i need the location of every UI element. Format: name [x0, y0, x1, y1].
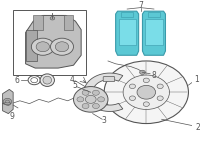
Text: 6: 6 — [15, 76, 19, 85]
Circle shape — [104, 61, 188, 123]
Polygon shape — [84, 73, 123, 111]
Circle shape — [82, 103, 89, 109]
Text: 2: 2 — [196, 123, 200, 132]
Polygon shape — [3, 89, 13, 114]
Polygon shape — [26, 15, 81, 68]
FancyBboxPatch shape — [26, 30, 37, 61]
Circle shape — [5, 100, 9, 103]
Circle shape — [92, 103, 99, 109]
Circle shape — [129, 84, 135, 89]
Polygon shape — [64, 15, 73, 30]
FancyBboxPatch shape — [13, 10, 86, 75]
Polygon shape — [116, 11, 139, 55]
Circle shape — [36, 42, 50, 52]
Circle shape — [143, 78, 149, 83]
Circle shape — [98, 97, 105, 102]
Circle shape — [157, 96, 163, 101]
FancyBboxPatch shape — [121, 12, 133, 17]
Circle shape — [137, 85, 156, 99]
Circle shape — [123, 75, 169, 110]
FancyBboxPatch shape — [119, 19, 136, 45]
Circle shape — [77, 97, 84, 102]
Text: 7: 7 — [138, 1, 143, 10]
Text: 5: 5 — [72, 81, 77, 90]
Circle shape — [157, 84, 163, 89]
Circle shape — [129, 96, 135, 101]
Polygon shape — [33, 15, 43, 30]
FancyBboxPatch shape — [145, 19, 163, 45]
Text: 8: 8 — [152, 71, 156, 80]
Circle shape — [31, 38, 54, 55]
Circle shape — [92, 90, 99, 95]
Ellipse shape — [43, 76, 52, 84]
Circle shape — [55, 42, 69, 52]
Circle shape — [51, 38, 73, 55]
Text: 4: 4 — [69, 75, 74, 84]
Circle shape — [82, 90, 89, 95]
FancyBboxPatch shape — [103, 77, 115, 82]
Circle shape — [85, 95, 96, 103]
Text: 3: 3 — [102, 116, 107, 125]
Circle shape — [3, 98, 12, 105]
Circle shape — [50, 17, 55, 20]
Text: 9: 9 — [10, 112, 15, 121]
Circle shape — [143, 102, 149, 106]
Circle shape — [140, 70, 145, 75]
Circle shape — [73, 87, 108, 112]
Text: 1: 1 — [194, 75, 198, 84]
FancyBboxPatch shape — [148, 12, 160, 17]
Ellipse shape — [40, 74, 54, 86]
Polygon shape — [142, 11, 165, 55]
